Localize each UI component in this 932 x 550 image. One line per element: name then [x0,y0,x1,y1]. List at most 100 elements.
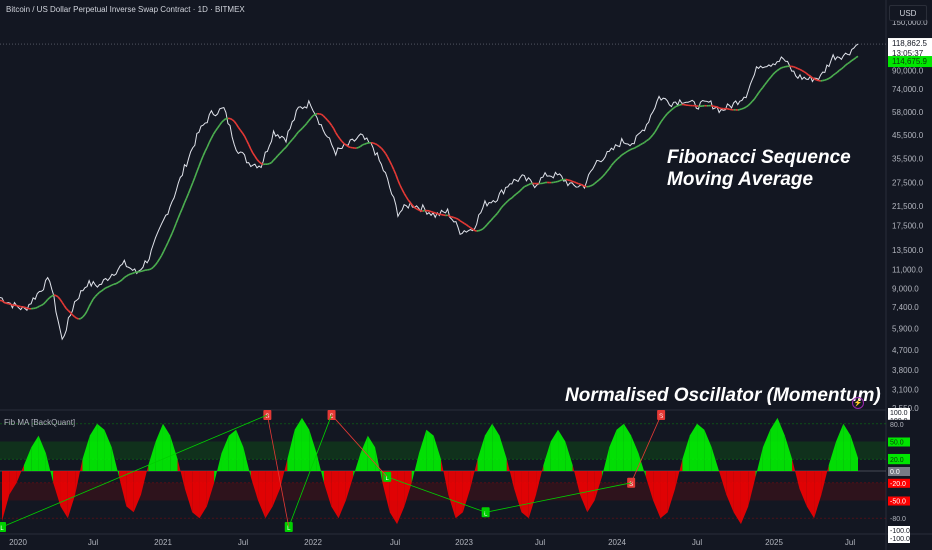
ma-segment [781,66,784,69]
osc-area [850,435,858,471]
osc-area [806,471,815,519]
ma-segment [428,210,432,213]
osc-area [623,423,632,471]
signal-connector [1,414,268,528]
osc-area [338,471,346,519]
ma-segment [778,67,782,70]
time-tick-label: 2022 [304,538,322,547]
price-tick-label: 150,000.0 [892,18,928,27]
ma-segment [324,117,329,121]
osc-area [799,471,807,507]
ma-segment [718,107,722,110]
ma-segment [237,126,242,131]
ma-segment [231,118,235,122]
ma-segment [216,124,221,129]
ma-segment [360,144,364,147]
ma-segment [528,183,531,186]
ma-segment [67,310,72,314]
countdown-label: 13:05:37 [892,49,924,58]
osc-area [31,435,39,471]
ma-segment [386,156,391,162]
ma-segment [762,84,766,89]
osc-area [697,423,705,471]
ma-segment [488,219,492,223]
ma-segment [578,182,581,185]
ma-segment [128,273,131,276]
ma-segment [658,121,662,126]
ma-segment [160,250,165,256]
ma-segment [219,121,223,126]
main-annotation-line-2: Moving Average [667,169,814,190]
ma-segment [39,304,42,307]
ma-segment [115,281,119,285]
ma-segment [565,178,569,181]
ma-segment [279,150,283,155]
price-tick-label: 3,100.0 [892,385,919,394]
oscillator-axis[interactable]: 100.0100.080.050.022.120.00.0-20.0-50.0-… [888,408,910,543]
ma-segment [47,297,51,301]
osc-area [455,471,463,519]
ma-segment [457,218,461,222]
ma-segment [795,66,799,70]
osc-area [506,459,515,489]
ma-segment [631,147,635,150]
ma-segment [853,56,857,60]
time-axis[interactable]: 2020 Jul 2021 Jul 2022 Jul 2023 Jul 2024 Jul 2025 J… [9,538,855,547]
ma-segment [59,298,63,303]
osc-area [572,465,580,495]
ma-segment [842,64,847,68]
osc-area [9,471,17,495]
currency-button[interactable]: USD [889,5,927,21]
ma-segment [167,237,171,244]
ma-segment [113,282,117,285]
ma-segment [105,286,109,289]
ma-segment [378,145,382,149]
osc-area [192,471,200,519]
osc-area [243,447,251,477]
ma-segment [380,147,385,152]
price-tick-label: 90,000.0 [892,66,924,75]
signal-connector [288,414,332,528]
ma-segment [341,140,345,145]
lightning-icon[interactable]: ⚡ [852,397,864,409]
chart-title: Bitcoin / US Dollar Perpetual Inverse Sw… [6,5,245,14]
ma-segment [496,209,501,214]
osc-area [462,471,471,513]
ma-segment [239,129,244,134]
signal-label: S [629,482,633,488]
ma-segment [330,124,335,129]
ma-segment [3,301,7,305]
osc-area [389,471,398,525]
indicator-label[interactable]: Fib MA [BackQuant] [4,418,76,427]
ma-segment [109,284,113,287]
osc-area [836,423,844,471]
time-tick-label: Jul [845,538,855,547]
ma-segment [252,152,256,157]
ma-segment [322,115,326,119]
time-tick-label: Jul [390,538,400,547]
ma-segment [310,115,314,119]
osc-area [682,435,690,471]
ma-segment [809,75,813,79]
ma-segment [241,132,246,137]
ma-segment [345,144,349,148]
osc-area [170,435,178,471]
ma-segment [117,280,121,284]
ma-segment [826,77,830,81]
ma-segment [123,275,127,279]
osc-area [631,435,639,471]
ma-badge-label: 114,675.9 [892,57,928,66]
ma-segment [130,272,133,275]
ma-segment [376,144,380,147]
ma-segment [523,185,527,188]
osc-area [367,435,376,471]
ma-segment [840,66,845,70]
ma-segment [619,154,623,158]
price-tick-label: 27,500.0 [892,179,924,188]
ma-segment [194,171,198,178]
ma-segment [526,184,529,187]
ma-segment [838,68,842,72]
price-tick-label: 4,700.0 [892,346,919,355]
osc-tick-label: -100.0 [890,528,910,535]
osc-area [141,465,149,495]
